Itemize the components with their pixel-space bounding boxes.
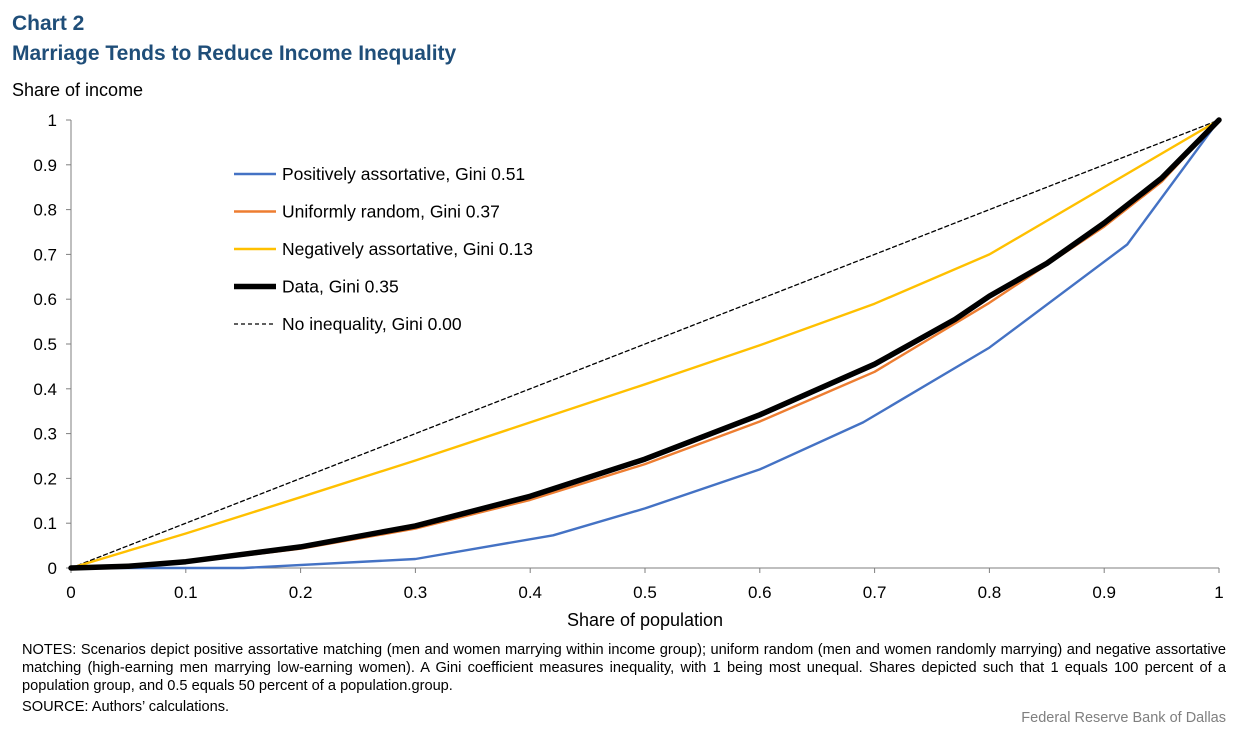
x-axis-title: Share of population [567,610,723,630]
x-tick-label: 0.1 [174,583,198,602]
series-line-3 [68,117,1222,571]
y-tick-label: 0.8 [33,201,57,220]
chart-source: SOURCE: Authors’ calculations. [22,699,230,715]
legend-label: Data, Gini 0.35 [282,277,399,297]
series-line-4 [70,119,1220,569]
series-line-2 [69,118,1221,570]
chart-notes: NOTES: Scenarios depict positive assorta… [22,642,1226,694]
chart-axes: 0 0.1 0.2 0.3 0.4 0.5 0.6 0.7 0.8 0.9 1 0 0.1 0.2 0.3 0… [33,111,1223,630]
y-tick-label: 0.1 [33,514,57,533]
y-tick-label: 0.4 [33,380,57,399]
x-tick-label: 0.5 [633,583,657,602]
chart-title: Marriage Tends to Reduce Income Inequali… [12,42,457,65]
y-tick-label: 1 [48,111,57,130]
chart-credit: Federal Reserve Bank of Dallas [1021,710,1226,726]
line-chart: 0 0.1 0.2 0.3 0.4 0.5 0.6 0.7 0.8 0.9 1 0 0.1 0.2 0.3 0… [33,111,1223,630]
y-tick-label: 0.3 [33,425,57,444]
x-tick-label: 0.2 [289,583,313,602]
chart-label: Chart 2 [12,12,85,35]
x-tick-label: 0.4 [518,583,542,602]
x-tick-label: 1 [1214,583,1223,602]
chart-series [68,117,1222,571]
x-tick-label: 0.8 [978,583,1002,602]
y-tick-label: 0.7 [33,245,57,264]
legend-label: Positively assortative, Gini 0.51 [282,164,525,184]
y-tick-label: 0 [48,559,57,578]
series-line-0 [69,118,1221,570]
x-tick-label: 0.6 [748,583,772,602]
y-axis-title: Share of income [12,80,144,100]
legend-label: No inequality, Gini 0.00 [282,314,462,334]
chart-legend: Positively assortative, Gini 0.51 Uniform… [234,164,533,334]
y-tick-label: 0.9 [33,156,57,175]
legend-label: Negatively assortative, Gini 0.13 [282,239,533,259]
y-tick-label: 0.6 [33,290,57,309]
x-tick-label: 0.7 [863,583,887,602]
x-tick-label: 0.3 [404,583,428,602]
y-tick-label: 0.2 [33,469,57,488]
x-tick-label: 0.9 [1092,583,1116,602]
legend-label: Uniformly random, Gini 0.37 [282,202,500,222]
y-tick-label: 0.5 [33,335,57,354]
x-tick-label: 0 [66,583,75,602]
